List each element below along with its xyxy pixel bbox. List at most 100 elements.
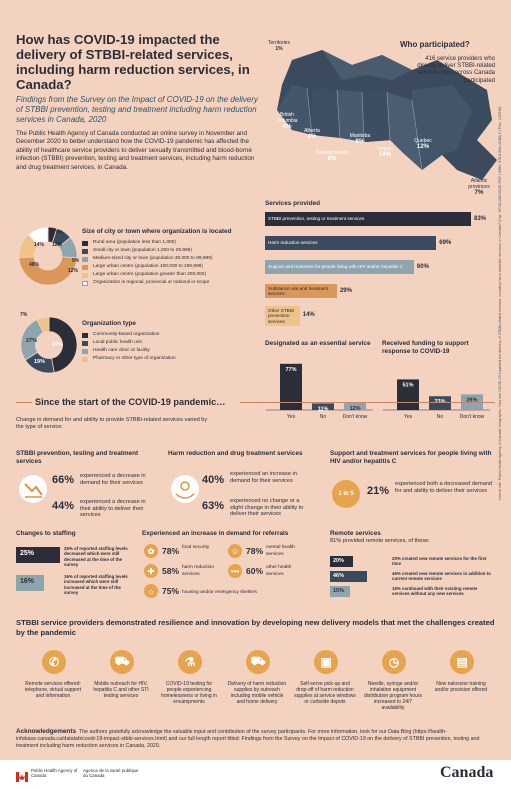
legend-label: Pharmacy or other type of organization [93, 356, 176, 361]
service-bar: Harm reduction services [265, 236, 437, 250]
citation-sidebar: How to cite: Public Health Agency of Can… [498, 106, 502, 500]
who-participated-title: Who participated? [400, 40, 470, 49]
canada-map [277, 50, 497, 180]
delivery-model-item: Remote services offered: telephone, virt… [24, 681, 82, 699]
legend-swatch [82, 256, 88, 262]
briefcase-icon: ▤ [450, 650, 474, 674]
staffing-bar-decrease: 25% [16, 547, 60, 563]
orgtype-legend-item: Health care clinic or facility [82, 348, 260, 354]
one-in-five-badge: 1 in 5 [332, 480, 360, 508]
column-label: 26% [466, 397, 477, 403]
test-tube-icon: ⚗ [178, 650, 202, 674]
column-category: Yes [404, 414, 413, 420]
legend-label: Rural area (population less than 1,000) [93, 240, 176, 245]
orgtype-slice [48, 316, 78, 373]
loc-label-12b: 12% [52, 242, 63, 248]
pandemic-desc: Change in demand for and ability to prov… [16, 417, 208, 430]
legend-swatch [82, 264, 88, 270]
ref-other-label: other health services [266, 565, 292, 577]
ack-title: Acknowledgements [16, 728, 77, 735]
support-t1: experienced both a decreased demand for … [395, 481, 493, 494]
location-slice [18, 256, 78, 286]
footer: Public Health Agency of Canada Agence de… [0, 760, 511, 789]
loc-label-5: 5% [56, 230, 64, 236]
service-bar: STBBI prevention, testing or treatment s… [265, 212, 471, 226]
delivery-model-item: Delivery of harm reduction supplies by o… [227, 681, 287, 705]
orgtype-legend-item: Community-based organization [82, 332, 260, 338]
support-p1: 21% [367, 485, 390, 497]
food-icon: ✿ [144, 544, 158, 558]
remote-label: 15% continued with their existing remote… [392, 586, 478, 597]
ref-mental-pct: 78% [246, 546, 264, 556]
legend-swatch [82, 340, 88, 346]
designated-chart: 77% Yes 11% No 12% Don't know [266, 363, 373, 420]
stbbi-t2: experienced a decrease in their ability … [80, 499, 146, 519]
org-label-7: 7% [20, 312, 28, 318]
legend-swatch [82, 240, 88, 246]
window-icon: ▣ [314, 650, 338, 674]
service-bar: Substance use and treatment services [265, 284, 337, 298]
designated-title: Designated as an essential service [265, 340, 371, 347]
harm-t1: experienced an increase in demand for th… [230, 471, 297, 484]
chart-down-icon [18, 474, 48, 504]
legend-swatch [82, 356, 88, 362]
region-manitoba: Manitoba 8% [349, 133, 371, 145]
orgtype-legend-item: Local public health unit [82, 340, 260, 346]
legend-label: Large urban centre (population greater t… [93, 272, 207, 277]
location-slice [27, 226, 49, 247]
orgtype-title: Organization type [82, 320, 136, 327]
location-legend-item: Medium-sized city or town (population 30… [82, 256, 260, 262]
support-title: Support and treatment services for peopl… [330, 450, 492, 465]
org-label-47: 47% [52, 342, 64, 348]
org-label-19: 19% [34, 359, 46, 365]
canada-wordmark: Canada [440, 764, 494, 781]
harm-t2: experienced no change or a slight change… [230, 498, 304, 518]
house-icon: ⌂ [144, 584, 158, 598]
mental-health-icon: ☺ [228, 544, 242, 558]
harm-title: Harm reduction and drug treatment servic… [168, 450, 303, 457]
legend-label: Organization is regional, provincial or … [93, 280, 210, 285]
column-category: Don't know [343, 414, 368, 420]
staffing-title: Changes to staffing [16, 530, 76, 537]
column-label: 11% [318, 406, 329, 412]
column-bar [429, 396, 451, 410]
pandemic-title: Since the start of the COVID-19 pandemic… [35, 397, 226, 407]
stbbi-p1: 66% [52, 474, 75, 486]
legend-label: Large urban centre (population 100,000 t… [93, 264, 203, 269]
van-icon: ⛟ [110, 650, 134, 674]
page-title: How has COVID-19 impacted the delivery o… [16, 32, 250, 92]
column-label: 77% [285, 367, 296, 373]
remote-bar: 15% [330, 586, 351, 597]
ref-food-label: food security [182, 545, 210, 550]
stbbi-t1: experienced a decrease in demand for the… [80, 473, 146, 486]
legend-swatch [82, 332, 88, 338]
delivery-model-item: COVID-19 testing for people experiencing… [161, 681, 217, 705]
location-title: Size of city or town where organization … [82, 228, 232, 235]
orgtype-donut [20, 316, 78, 374]
remote-label: 20% created new remote services for the … [392, 556, 487, 567]
region-ontario: Ontario 54% [376, 146, 394, 158]
column-bar [312, 403, 334, 410]
truck-icon: ⛟ [246, 650, 270, 674]
orgtype-legend-item: Pharmacy or other type of organization [82, 356, 260, 362]
ref-housing-pct: 75% [162, 586, 180, 596]
location-legend-item: Small city or town (population 1,000 to … [82, 248, 260, 254]
column-label: 51% [402, 382, 413, 388]
remote-label: 46% created new remote services in addit… [392, 571, 491, 582]
ack-text: The authors gratefully acknowledge the v… [16, 729, 480, 750]
legend-label: Small city or town (population 1,000 to … [93, 248, 192, 253]
loc-label-9: 9% [72, 258, 80, 264]
ref-housing-label: housing and/or emergency shelters [182, 590, 257, 595]
legend-swatch [82, 272, 88, 278]
remote-desc: 81% provided remote services, of these: [330, 538, 430, 544]
location-legend: Size of city or town where organization … [82, 228, 260, 288]
referrals-title: Experienced an increase in demand for re… [142, 530, 289, 537]
service-bar-pct: 83% [474, 216, 487, 222]
resilience-title: STBBI service providers demonstrated res… [16, 618, 495, 637]
delivery-model-item: Needle, syringe and/or inhalation equipm… [363, 681, 423, 711]
column-label: 12% [349, 406, 360, 412]
agency-en: Public Health Agency of Canada [31, 768, 78, 779]
delivery-model-item: Mobile outreach for HIV, hepatitis C and… [93, 681, 149, 699]
delivery-model-item: New naloxone training and/or provision o… [434, 681, 488, 693]
